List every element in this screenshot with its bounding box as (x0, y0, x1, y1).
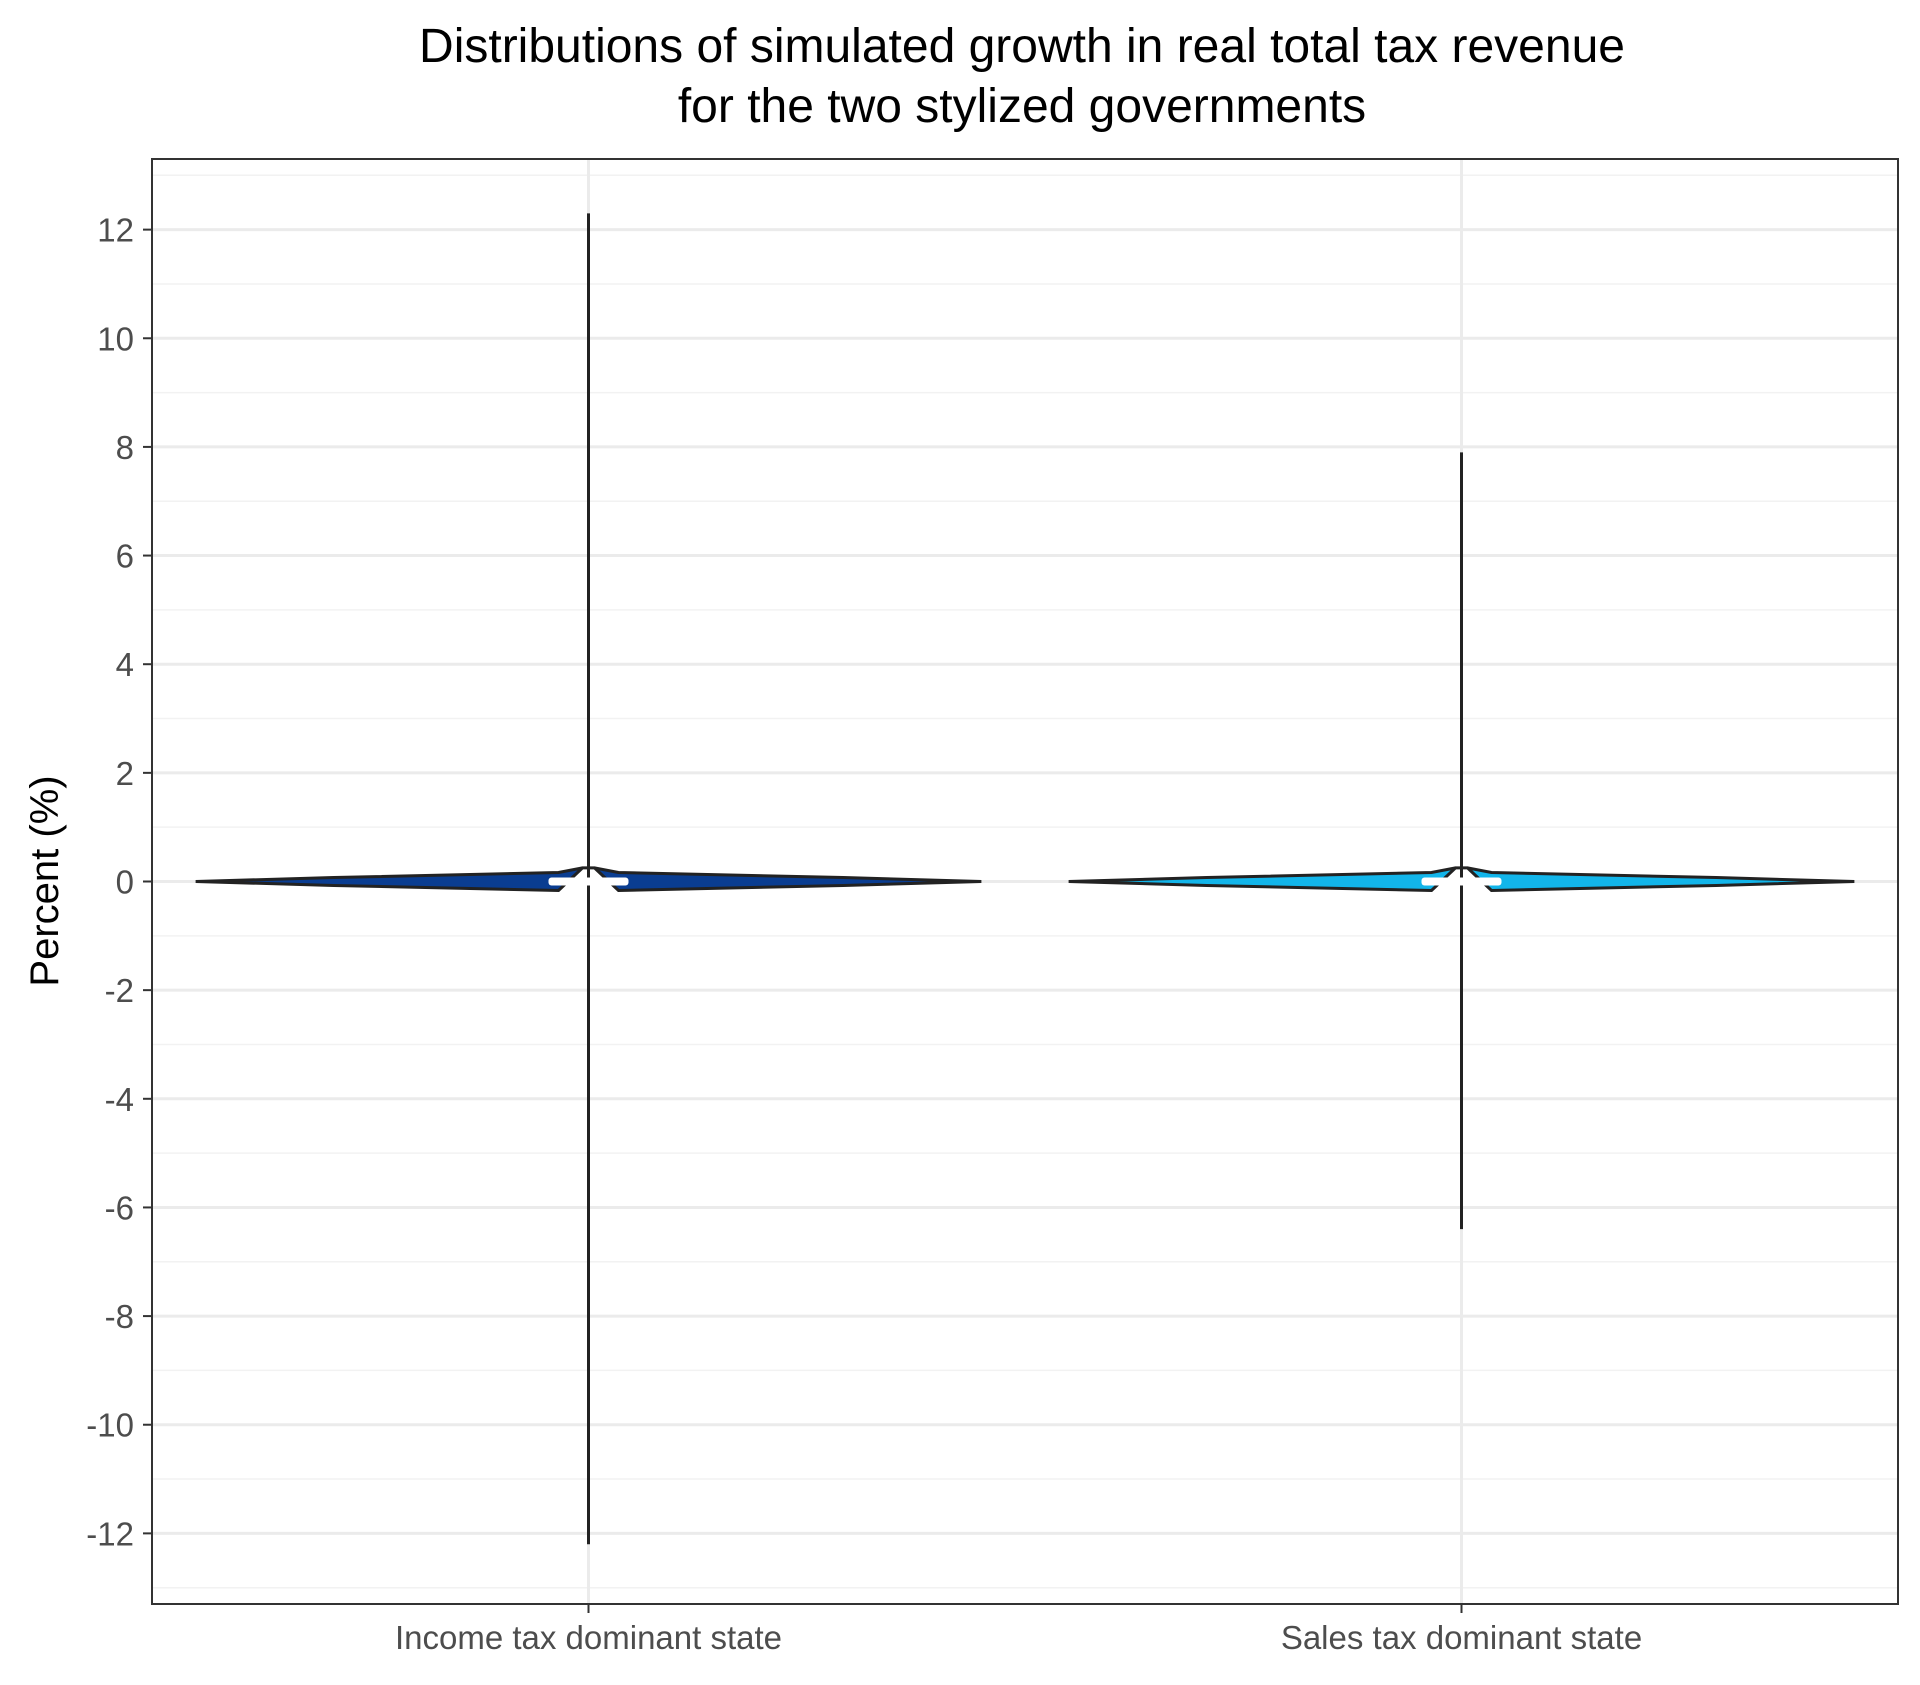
violin-1 (195, 213, 982, 1545)
chart-title-line-1: Distributions of simulated growth in rea… (419, 20, 1625, 73)
x-tick-label: Sales tax dominant state (1281, 1619, 1642, 1656)
violin-2 (1068, 452, 1855, 1230)
y-axis-title: Percent (%) (23, 775, 67, 986)
y-tick-label: -8 (105, 1298, 134, 1335)
x-tick-label: Income tax dominant state (395, 1619, 782, 1656)
y-tick-label: 6 (116, 538, 134, 575)
violin-median-box (1421, 877, 1502, 886)
grid-layer (152, 159, 1898, 1604)
y-tick-label: -2 (105, 972, 134, 1009)
violin-body (1068, 866, 1855, 893)
y-tick-label: 8 (116, 429, 134, 466)
violin-median-box (548, 877, 629, 886)
y-tick-label: -4 (105, 1081, 134, 1118)
y-tick-label: 12 (97, 212, 134, 249)
violin-body (195, 866, 982, 893)
axis-layer: -12 -10 -8 -6 -4 -2 0 2 4 6 8 10 12 Income tax domina… (86, 212, 1642, 1656)
y-tick-label: -6 (105, 1189, 134, 1226)
y-tick-label: 4 (116, 646, 134, 683)
violin-layer (195, 213, 1855, 1545)
chart-title: Distributions of simulated growth in rea… (419, 20, 1625, 133)
y-tick-label: 10 (97, 320, 134, 357)
chart-title-line-2: for the two stylized governments (678, 80, 1366, 133)
y-tick-label: -12 (86, 1515, 134, 1552)
y-tick-label: -10 (86, 1407, 134, 1444)
y-tick-label: 0 (116, 864, 134, 901)
y-tick-label: 2 (116, 755, 134, 792)
